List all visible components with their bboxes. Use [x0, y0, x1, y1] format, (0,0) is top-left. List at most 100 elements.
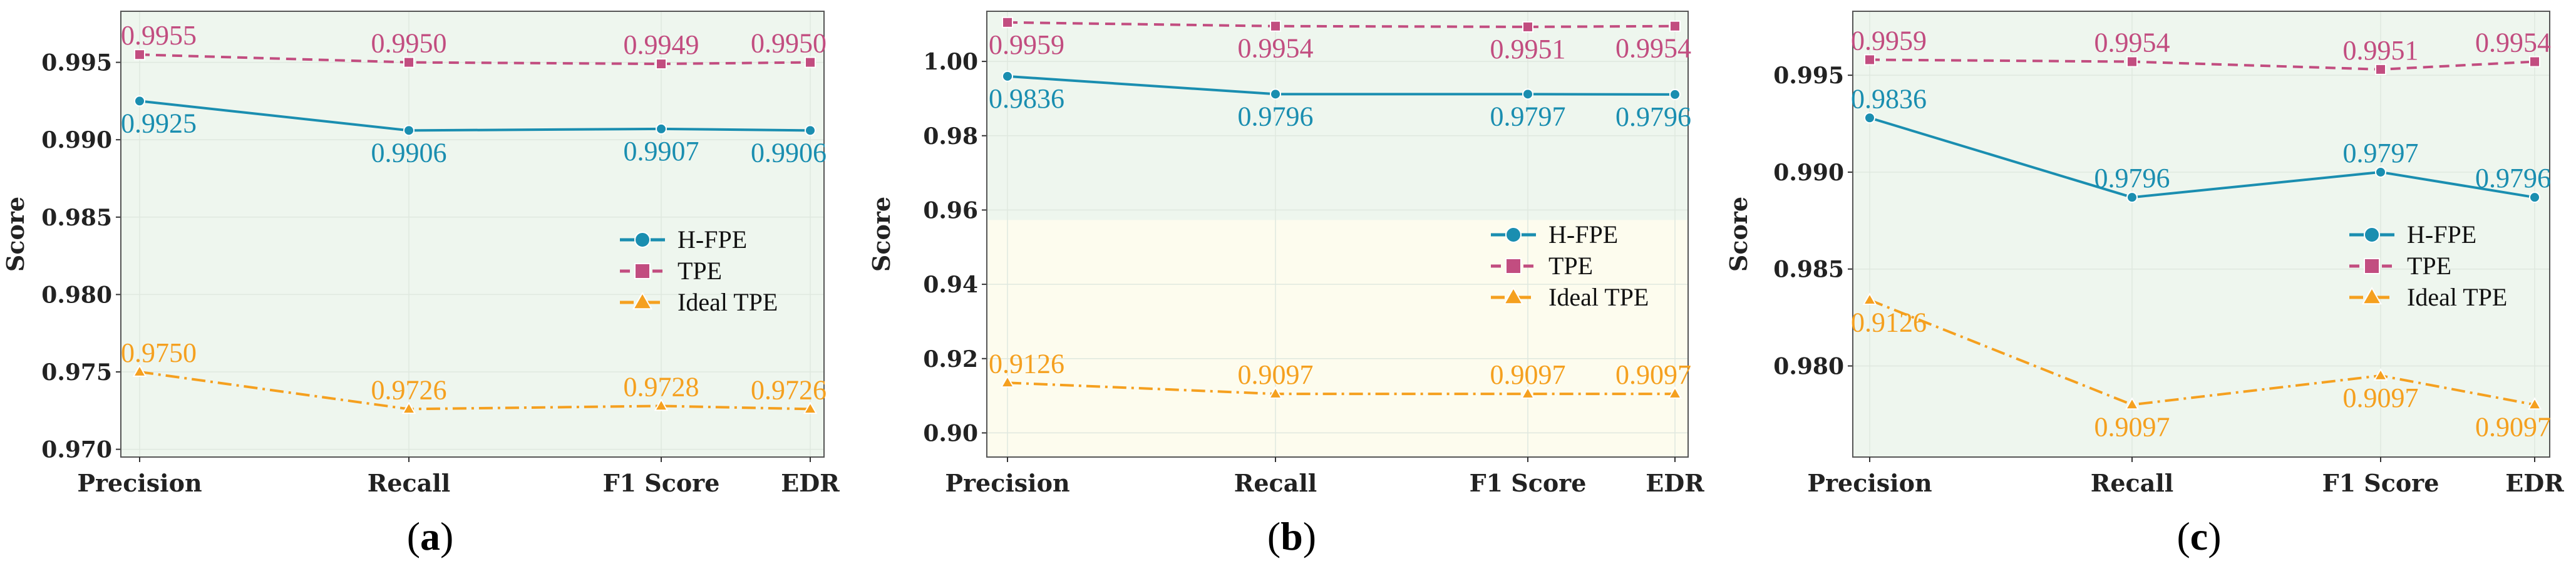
data-label: 0.9097 [1490, 359, 1566, 390]
y-tick-label: 0.98 [923, 123, 978, 150]
x-tick-label: EDR [1646, 469, 1704, 497]
data-point [1000, 375, 1015, 388]
series-h-fpe: 0.9836 0.9796 0.9797 0.9796 [989, 70, 1691, 132]
data-point [1268, 386, 1283, 399]
data-point [1520, 386, 1535, 399]
data-point [134, 95, 145, 107]
data-point [654, 398, 669, 411]
series-line [1869, 116, 2535, 199]
legend-label: Ideal TPE [2407, 283, 2507, 311]
data-label: 0.9954 [1615, 33, 1691, 64]
y-axis-label: Score [867, 197, 895, 272]
series-line [139, 100, 811, 132]
data-label: 0.9750 [121, 337, 197, 368]
data-point [1669, 20, 1681, 32]
data-label: 0.9954 [2475, 27, 2551, 58]
data-label: 0.9726 [751, 374, 827, 405]
data-label: 0.9907 [624, 136, 699, 167]
data-point [403, 125, 415, 136]
series-line [139, 371, 811, 411]
data-label: 0.9797 [1490, 101, 1566, 131]
x-tick-label: EDR [2505, 469, 2564, 497]
plot-background [1853, 11, 2550, 457]
series-line [1869, 299, 2535, 406]
plot-background-upper [987, 11, 1688, 220]
data-label: 0.9925 [121, 108, 197, 138]
legend-label: H-FPE [1548, 220, 1618, 249]
data-point [134, 49, 145, 61]
data-point [656, 123, 667, 135]
y-axis-label: Score [1, 197, 29, 272]
data-point [2375, 63, 2386, 75]
y-tick-label: 0.985 [41, 205, 112, 231]
series-tpe: 0.9955 0.9950 0.9949 0.9950 [121, 20, 827, 70]
series-h-fpe: 0.9836 0.9796 0.9797 0.9796 [1851, 83, 2551, 203]
data-point [1864, 54, 1875, 66]
plot-background-lower [987, 220, 1688, 457]
y-tick-label: 0.990 [41, 127, 112, 153]
plot-background [121, 11, 824, 457]
legend-marker [2361, 286, 2383, 305]
data-label: 0.9797 [2343, 138, 2419, 168]
legend-label: Ideal TPE [1548, 283, 1649, 311]
x-tick-label: Recall [1234, 469, 1317, 497]
data-point [805, 125, 816, 136]
y-tick-label: 0.985 [1773, 257, 1844, 283]
data-point [1270, 88, 1281, 100]
data-point [1862, 292, 1877, 306]
data-point [1002, 16, 1013, 28]
data-label: 0.9950 [371, 28, 447, 59]
x-tick-label: F1 Score [2322, 469, 2439, 497]
data-label: 0.9726 [371, 374, 447, 405]
data-label: 0.9796 [2475, 163, 2551, 193]
legend-marker [632, 291, 653, 310]
legend-item: H-FPE [620, 225, 747, 254]
data-point [2126, 192, 2138, 203]
x-tick-label: Precision [1807, 469, 1932, 497]
legend-label: TPE [1548, 252, 1593, 280]
data-point [2529, 56, 2540, 68]
legend-marker [2364, 258, 2380, 274]
chart-panel-b: 0.90 0.92 0.94 0.96 0.98 1.00 Precision Recall F… [867, 11, 1704, 497]
data-label: 0.9954 [1238, 33, 1314, 64]
data-point [401, 401, 416, 414]
legend-label: H-FPE [677, 225, 747, 254]
x-tick-label: EDR [781, 469, 840, 497]
x-tick-label: Precision [945, 469, 1069, 497]
legend-marker [634, 232, 651, 248]
legend-marker [634, 263, 651, 279]
legend-marker [1503, 286, 1524, 305]
series-line [1007, 21, 1676, 28]
data-point [1270, 20, 1281, 32]
y-tick-label: 0.96 [923, 197, 978, 224]
data-point [132, 364, 147, 377]
legend-marker [1505, 258, 1522, 274]
legend-item: TPE [620, 257, 722, 285]
data-label: 0.9836 [989, 83, 1064, 114]
data-point [803, 401, 818, 414]
legend-label: TPE [677, 257, 722, 285]
plot-area: 0.970 0.975 0.980 0.985 0.990 0.995 Precision R… [1, 11, 840, 497]
plot-frame [1852, 11, 2550, 458]
data-label: 0.9126 [1851, 307, 1927, 337]
data-point [1864, 112, 1875, 124]
legend-item: Ideal TPE [1491, 283, 1649, 311]
plot-area: 0.90 0.92 0.94 0.96 0.98 1.00 Precision Recall F… [867, 11, 1704, 497]
data-label: 0.9949 [624, 29, 699, 60]
data-label: 0.9097 [1238, 359, 1314, 390]
caption-c: (c) [2177, 514, 2222, 558]
x-tick-label: Recall [368, 469, 450, 497]
legend: H-FPE TPE Ideal TPE [2349, 220, 2507, 311]
data-point [1669, 88, 1681, 100]
data-label: 0.9959 [989, 29, 1064, 60]
data-label: 0.9097 [2094, 411, 2170, 442]
data-label: 0.9950 [751, 28, 827, 59]
data-point [2375, 166, 2386, 178]
series-tpe: 0.9959 0.9954 0.9951 0.9954 [989, 16, 1691, 64]
series-tpe: 0.9959 0.9954 0.9951 0.9954 [1851, 25, 2551, 75]
data-label: 0.9951 [1490, 34, 1566, 64]
caption-a: (a) [406, 514, 454, 558]
y-tick-label: 0.92 [923, 346, 978, 373]
legend-label: TPE [2407, 252, 2451, 280]
legend-item: Ideal TPE [620, 288, 778, 316]
